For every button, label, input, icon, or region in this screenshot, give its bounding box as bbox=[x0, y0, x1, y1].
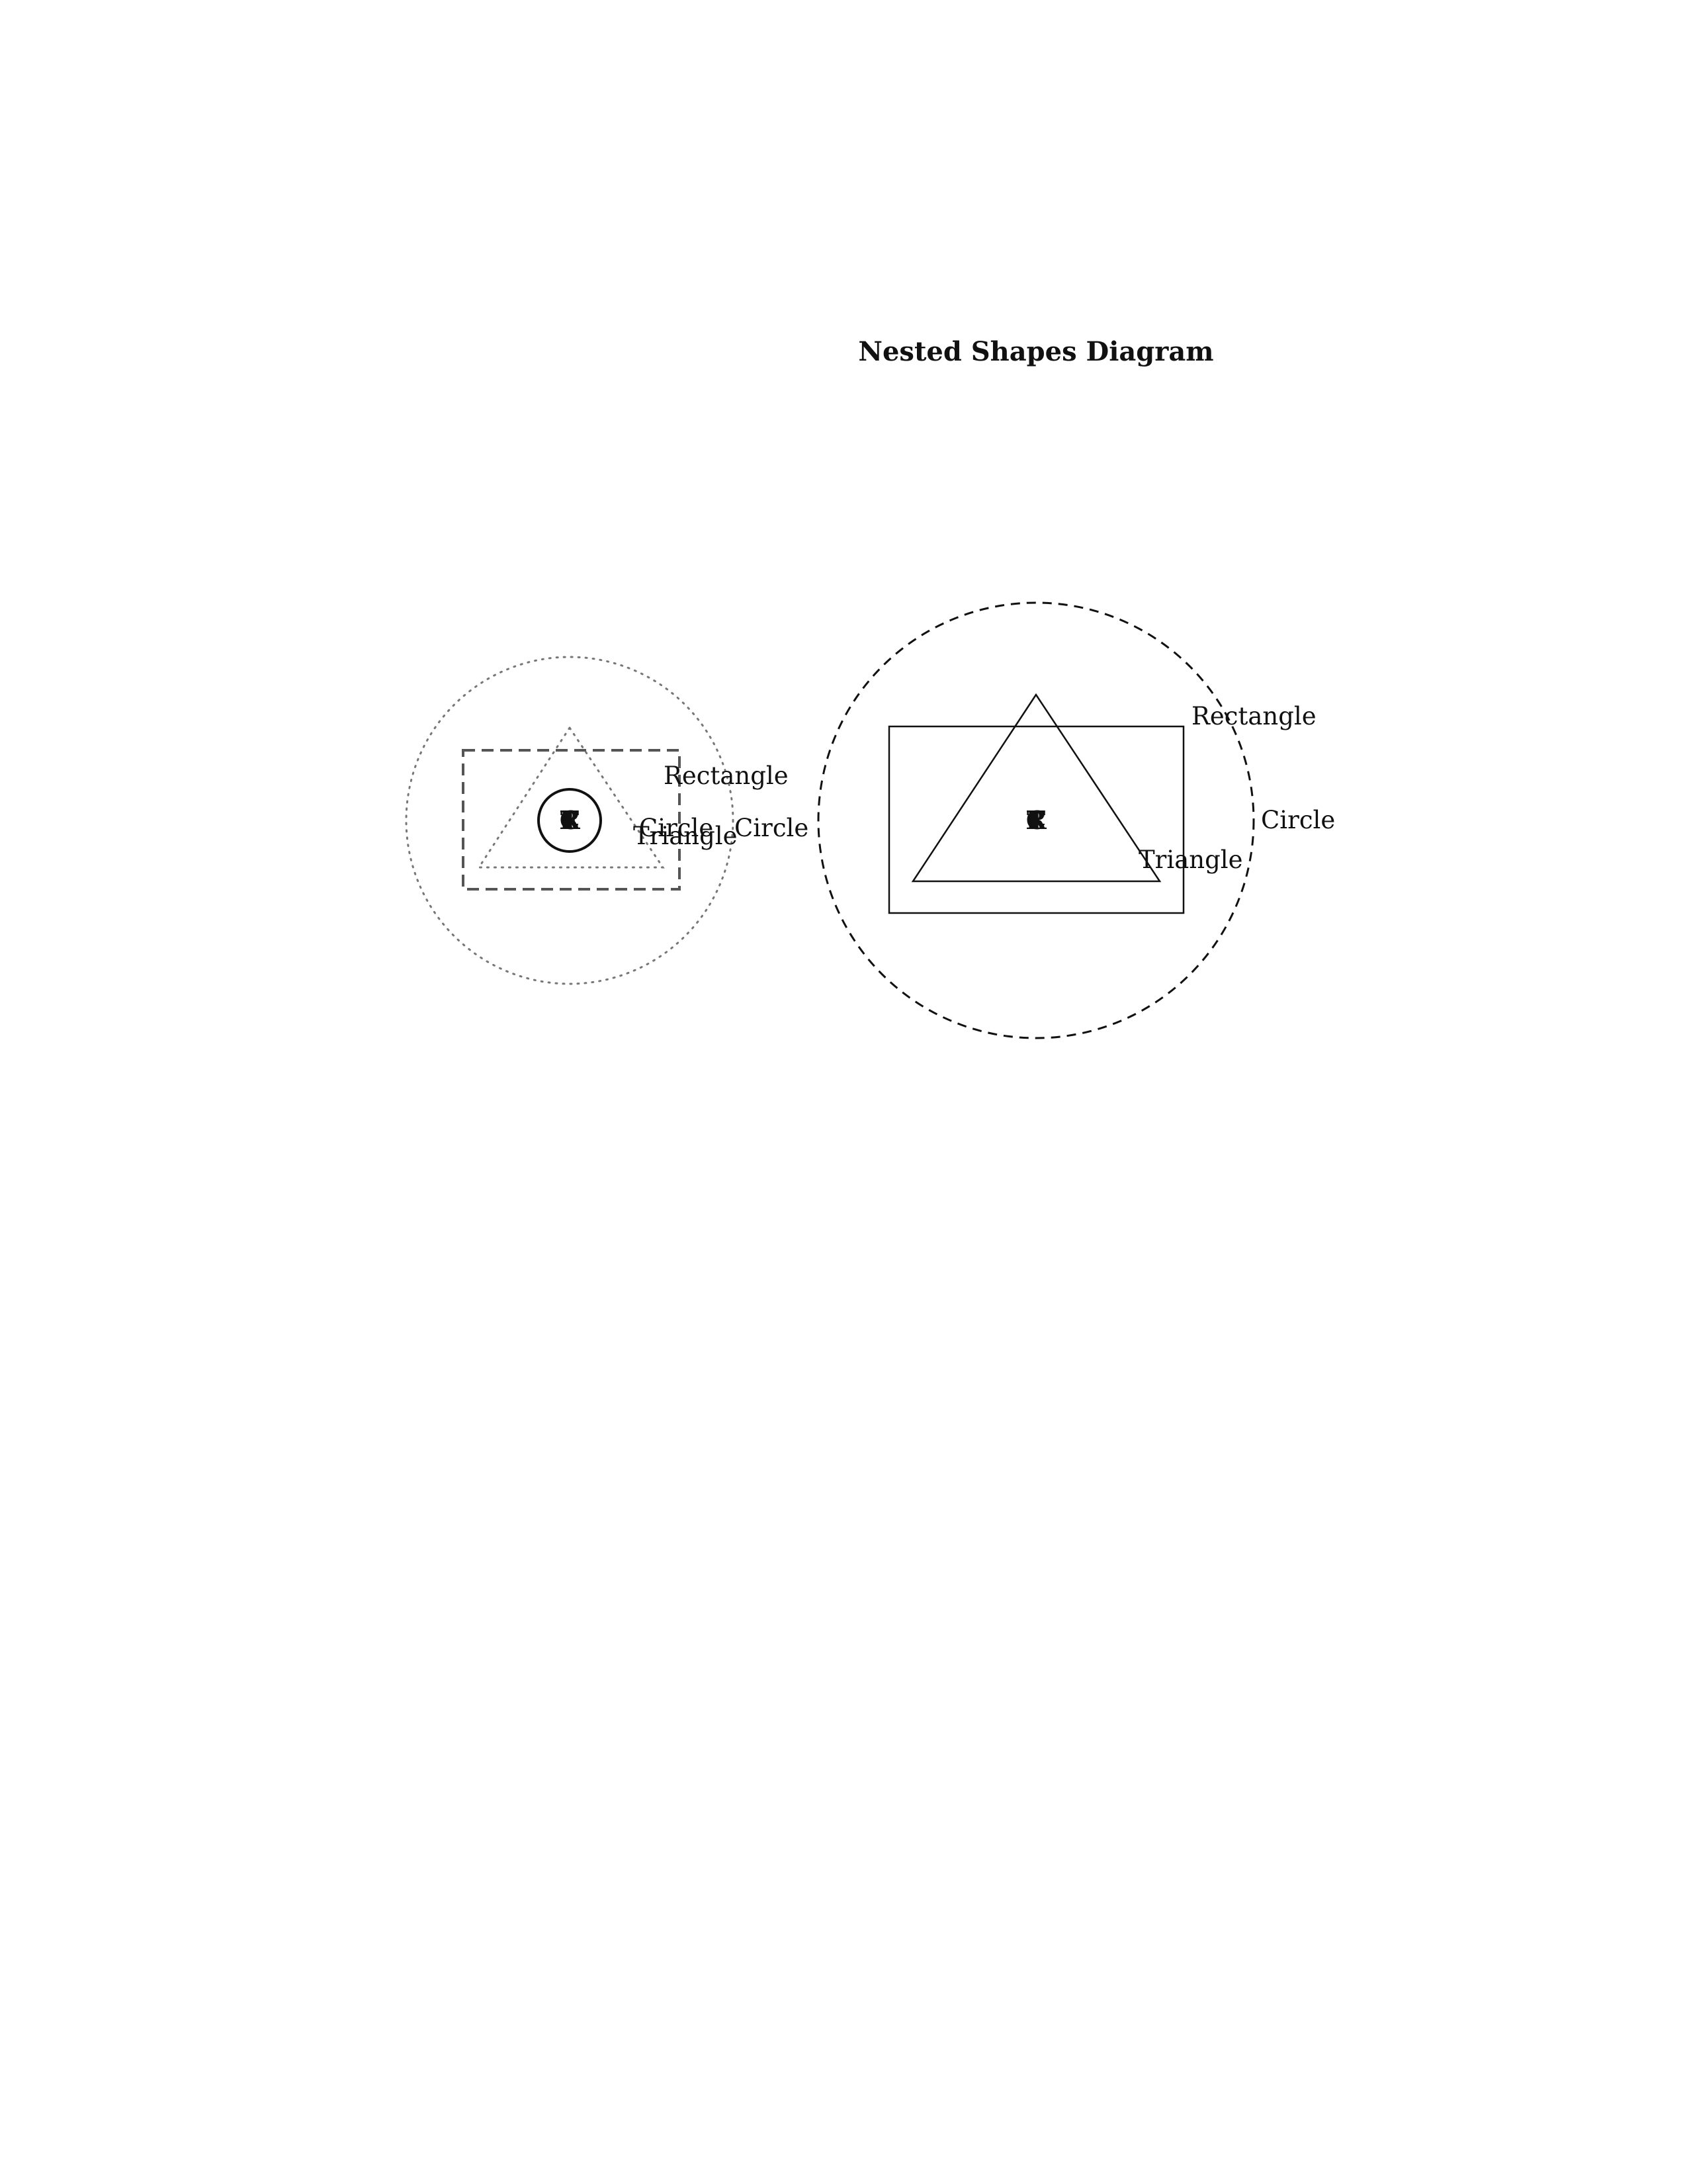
right-outer-circle bbox=[817, 601, 1255, 1039]
left-center-glyph-1: T bbox=[560, 805, 579, 835]
left-triangle-label: Triangle bbox=[633, 822, 738, 850]
left-rectangle bbox=[462, 749, 681, 891]
right-rectangle-label: Rectangle bbox=[1191, 702, 1317, 730]
left-shape-group: T C R E Rectangle Circle Triangle Circle bbox=[405, 656, 808, 985]
left-inner-circle bbox=[537, 788, 602, 853]
left-center-glyph-4: E bbox=[560, 805, 580, 835]
left-center-glyph-3: R bbox=[559, 805, 580, 835]
right-outer-circle-label: Circle bbox=[1261, 806, 1335, 834]
left-rectangle-label: Rectangle bbox=[664, 762, 789, 790]
left-inner-circle-label: Circle bbox=[639, 814, 713, 842]
right-center-glyph-1: T bbox=[1027, 805, 1045, 835]
left-outer-circle-label: Circle bbox=[734, 814, 808, 842]
right-rectangle bbox=[888, 725, 1185, 914]
diagram-title: Nested Shapes Diagram bbox=[858, 336, 1213, 367]
left-outer-circle bbox=[405, 656, 734, 985]
right-shape-group: T C R Rectangle Circle Triangle bbox=[817, 601, 1335, 1039]
left-center-glyph-2: C bbox=[560, 805, 580, 835]
right-center-glyph-3: R bbox=[1025, 805, 1047, 835]
right-triangle bbox=[911, 693, 1162, 883]
right-triangle-label: Triangle bbox=[1139, 846, 1243, 874]
right-center-glyph-2: C bbox=[1026, 805, 1046, 835]
